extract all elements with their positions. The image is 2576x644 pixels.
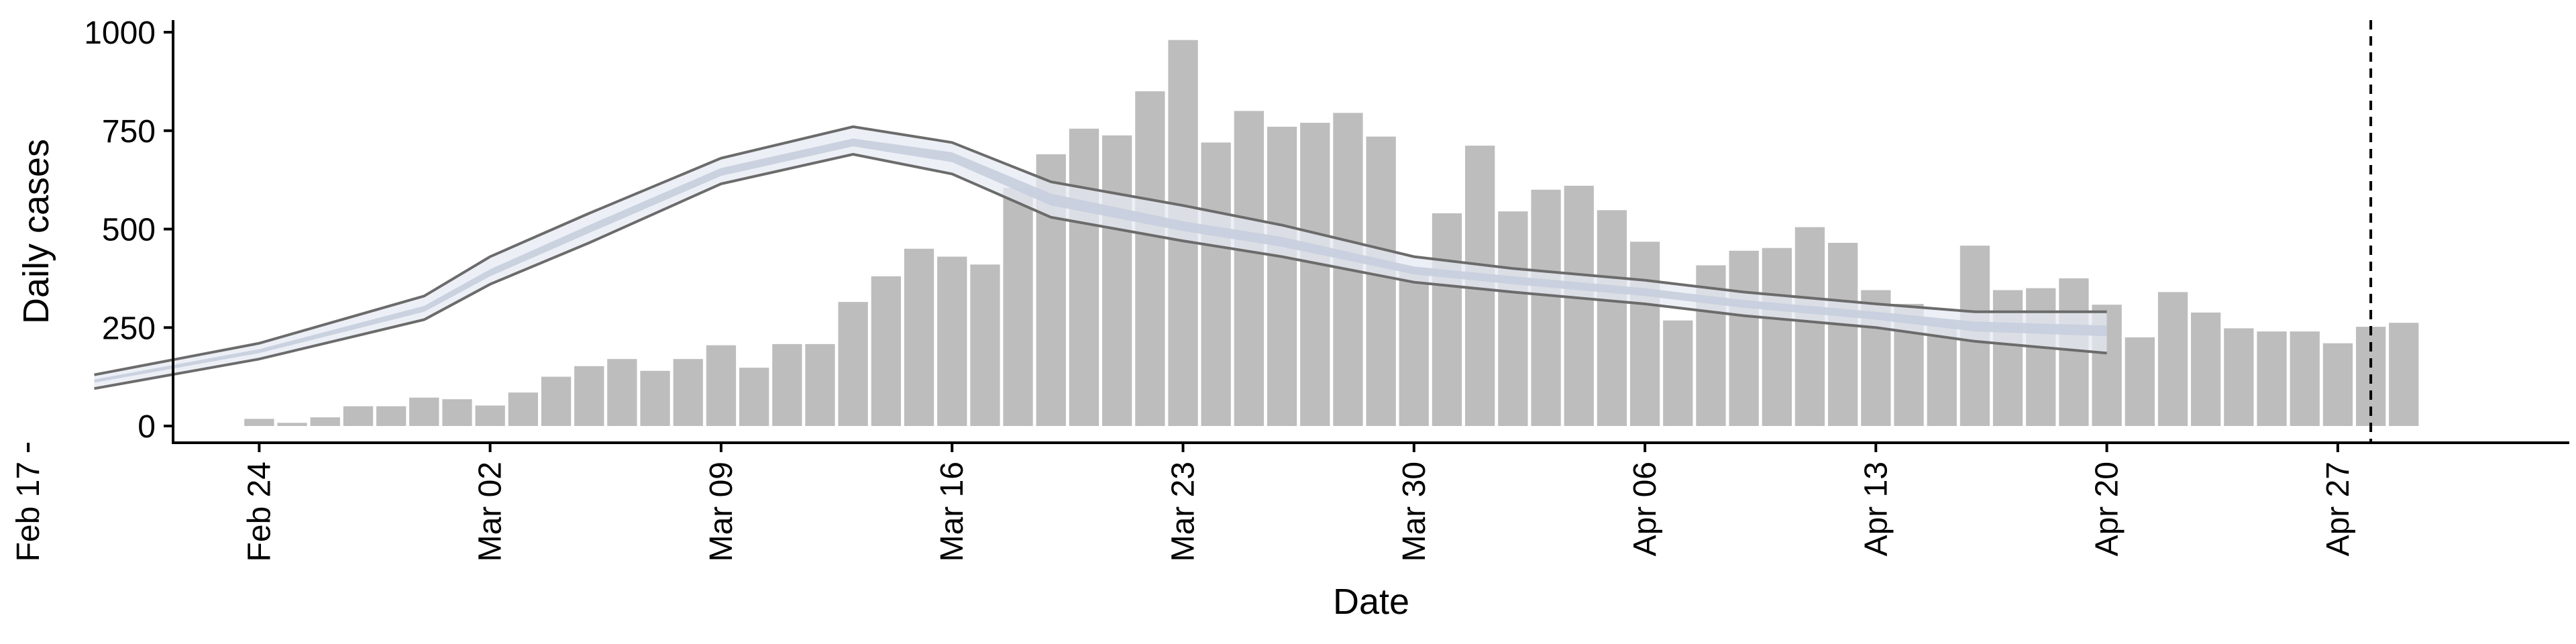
bar xyxy=(1828,243,1858,426)
bar xyxy=(772,343,802,426)
axes-layer: 0 250 500 750 1000 Feb 17 Feb 24 Mar 02 Mar 09 Ma… xyxy=(11,15,2569,561)
bar xyxy=(904,248,934,426)
forecast-band-layer xyxy=(94,125,2107,390)
bar xyxy=(1267,126,1297,426)
bar xyxy=(1234,111,1264,426)
x-tick-label: Feb 17 xyxy=(11,462,46,561)
bar xyxy=(1135,91,1165,426)
bar xyxy=(739,368,769,426)
bar xyxy=(1432,213,1462,426)
band-outer-area xyxy=(94,126,2107,389)
bar xyxy=(1102,135,1132,427)
bar xyxy=(1498,211,1528,426)
bar xyxy=(2125,337,2155,426)
bar xyxy=(1597,210,1627,426)
x-tick-label: Mar 23 xyxy=(1166,462,1201,561)
bar xyxy=(2389,323,2419,426)
y-tick-label: 750 xyxy=(102,114,156,150)
bar xyxy=(1531,189,1561,426)
x-axis-title: Date xyxy=(1333,582,1409,622)
y-tick-label: 1000 xyxy=(84,15,156,51)
y-axis-title: Daily cases xyxy=(16,139,56,324)
x-tick-label: Apr 27 xyxy=(2320,462,2356,556)
x-tick-label: Mar 02 xyxy=(473,462,508,561)
x-tick-label: Apr 06 xyxy=(1627,462,1663,556)
bar xyxy=(970,264,1000,426)
bar xyxy=(937,256,967,426)
bar xyxy=(1629,241,1660,426)
bar xyxy=(1069,128,1099,427)
bar xyxy=(574,366,604,426)
bar xyxy=(1201,142,1231,426)
x-tick-label: Mar 16 xyxy=(934,462,970,561)
bar xyxy=(277,423,307,426)
bar xyxy=(541,376,572,426)
bar xyxy=(409,397,439,426)
bar xyxy=(1762,248,1792,426)
bar xyxy=(2257,331,2287,426)
bar xyxy=(1399,268,1429,426)
bar xyxy=(1729,250,1759,426)
bar xyxy=(673,359,703,426)
bar xyxy=(2224,328,2254,426)
bar xyxy=(2290,331,2320,426)
bar xyxy=(2026,288,2056,426)
bar xyxy=(1794,227,1825,426)
bar xyxy=(1663,320,1693,426)
x-tick-label: Mar 09 xyxy=(704,462,739,561)
x-tick-label: Mar 30 xyxy=(1397,462,1432,561)
x-tick-label: Apr 13 xyxy=(1858,462,1894,556)
bar xyxy=(607,359,637,426)
band-upper-line xyxy=(94,125,2107,376)
x-tick-label: Apr 20 xyxy=(2090,462,2125,556)
bar xyxy=(1564,185,1594,426)
bar xyxy=(838,302,868,426)
bar xyxy=(640,370,670,426)
bar xyxy=(1003,187,1033,426)
band-lower-line xyxy=(94,152,2107,390)
bar xyxy=(706,345,737,426)
y-tick-label: 500 xyxy=(102,213,156,248)
bar xyxy=(2157,292,2188,426)
y-tick-label: 0 xyxy=(138,409,156,445)
bar xyxy=(376,406,407,426)
bar xyxy=(244,419,274,426)
x-tick-label: Feb 24 xyxy=(241,462,277,561)
bar xyxy=(508,392,538,426)
bar xyxy=(1366,136,1396,426)
bar xyxy=(2191,312,2221,426)
bar xyxy=(1300,123,1330,426)
bar xyxy=(343,406,374,426)
bar xyxy=(475,405,505,426)
bar xyxy=(2322,343,2353,426)
y-tick-label: 250 xyxy=(102,311,156,346)
bar xyxy=(871,276,901,426)
bar xyxy=(805,343,835,426)
bar xyxy=(310,417,340,426)
bar xyxy=(442,399,472,426)
